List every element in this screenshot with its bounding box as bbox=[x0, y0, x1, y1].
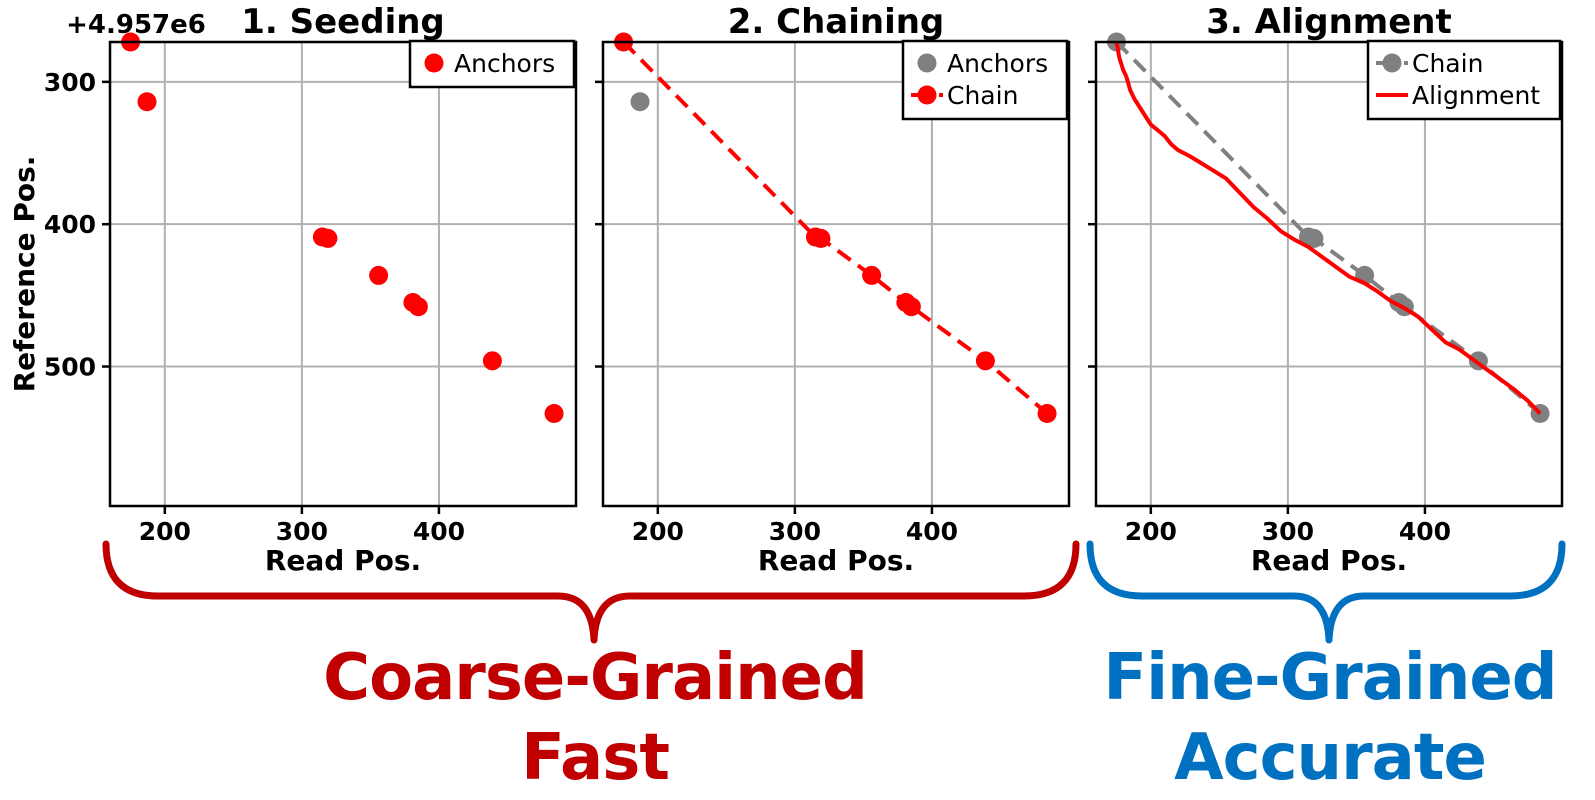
legend-box bbox=[1366, 39, 1562, 121]
y-axis-label: Reference Pos. bbox=[8, 156, 41, 393]
series-anchors bbox=[121, 32, 564, 423]
series-alignment bbox=[1114, 41, 1542, 415]
x-axis-label: Read Pos. bbox=[265, 544, 421, 577]
panel-title: 3. Alignment bbox=[1206, 2, 1452, 42]
data-point bbox=[137, 92, 157, 112]
axes-frame bbox=[108, 40, 578, 508]
fine-grained-brace bbox=[1086, 540, 1566, 644]
legend: Chain Alignment bbox=[1366, 39, 1562, 121]
data-point bbox=[544, 403, 564, 423]
coarse-caption-line1: Coarse-Grained bbox=[323, 641, 868, 715]
series-chain bbox=[614, 32, 1057, 423]
plot-area bbox=[110, 42, 576, 506]
data-point bbox=[862, 265, 882, 285]
x-tick-label: 200 bbox=[632, 517, 684, 546]
series-line bbox=[1115, 40, 1542, 416]
panel-title: 1. Seeding bbox=[241, 2, 445, 42]
legend-marker bbox=[917, 53, 937, 73]
y-tick-label: 500 bbox=[44, 353, 96, 382]
x-tick-label: 400 bbox=[906, 517, 958, 546]
data-point bbox=[369, 265, 389, 285]
coarse-caption-line2: Fast bbox=[521, 721, 670, 795]
data-point bbox=[975, 351, 995, 371]
fine-caption-line1: Fine-Grained bbox=[1103, 641, 1557, 715]
data-point bbox=[901, 297, 921, 317]
series-line bbox=[622, 40, 1049, 416]
x-tick-label: 300 bbox=[769, 517, 821, 546]
panel-2: 200 300 400 2. Chaining Read Pos. Anchors Chai… bbox=[595, 2, 1071, 577]
data-point bbox=[482, 351, 502, 371]
legend-label: Anchors bbox=[947, 49, 1048, 78]
data-point bbox=[1037, 403, 1057, 423]
panels-group: 300 400 500 200 300 400 1. Seeding Read Pos. Anc… bbox=[44, 2, 1564, 577]
data-point bbox=[630, 92, 650, 112]
coarse-grained-caption: Coarse-Grained Fast bbox=[290, 638, 900, 798]
x-tick-label: 400 bbox=[413, 517, 465, 546]
y-offset-label: +4.957e6 bbox=[66, 10, 206, 40]
x-tick-label: 300 bbox=[276, 517, 328, 546]
x-tick-label: 200 bbox=[1125, 517, 1177, 546]
series-anchors bbox=[630, 92, 650, 112]
x-tick-label: 200 bbox=[139, 517, 191, 546]
series-line bbox=[1114, 41, 1542, 415]
legend-box bbox=[408, 39, 576, 89]
data-point bbox=[408, 297, 428, 317]
panel-1: 300 400 500 200 300 400 1. Seeding Read Pos. Anc… bbox=[44, 2, 578, 577]
legend-label: Alignment bbox=[1412, 81, 1540, 110]
panel-title: 2. Chaining bbox=[728, 2, 945, 42]
legend-marker bbox=[917, 85, 937, 105]
legend-box bbox=[901, 39, 1069, 121]
y-tick-label: 300 bbox=[44, 68, 96, 97]
data-point bbox=[811, 228, 831, 248]
legend: Anchors Chain bbox=[901, 39, 1069, 121]
legend-marker bbox=[424, 53, 444, 73]
data-point bbox=[318, 228, 338, 248]
legend-label: Chain bbox=[1412, 49, 1483, 78]
x-tick-label: 400 bbox=[1399, 517, 1451, 546]
data-point bbox=[1304, 228, 1324, 248]
coarse-grained-brace bbox=[102, 540, 1080, 644]
axes-frame bbox=[601, 40, 1071, 508]
y-tick-label: 400 bbox=[44, 210, 96, 239]
fine-grained-caption: Fine-Grained Accurate bbox=[1045, 638, 1595, 798]
legend-marker bbox=[1382, 53, 1402, 73]
x-tick-label: 300 bbox=[1262, 517, 1314, 546]
legend-label: Anchors bbox=[454, 49, 555, 78]
panel-3: 200 300 400 3. Alignment Read Pos. Chain Align… bbox=[1088, 2, 1564, 577]
axes-frame bbox=[1094, 40, 1564, 508]
x-axis-label: Read Pos. bbox=[1251, 544, 1407, 577]
legend-label: Chain bbox=[947, 81, 1018, 110]
fine-caption-line2: Accurate bbox=[1174, 721, 1487, 795]
legend: Anchors bbox=[408, 39, 576, 89]
x-axis-label: Read Pos. bbox=[758, 544, 914, 577]
